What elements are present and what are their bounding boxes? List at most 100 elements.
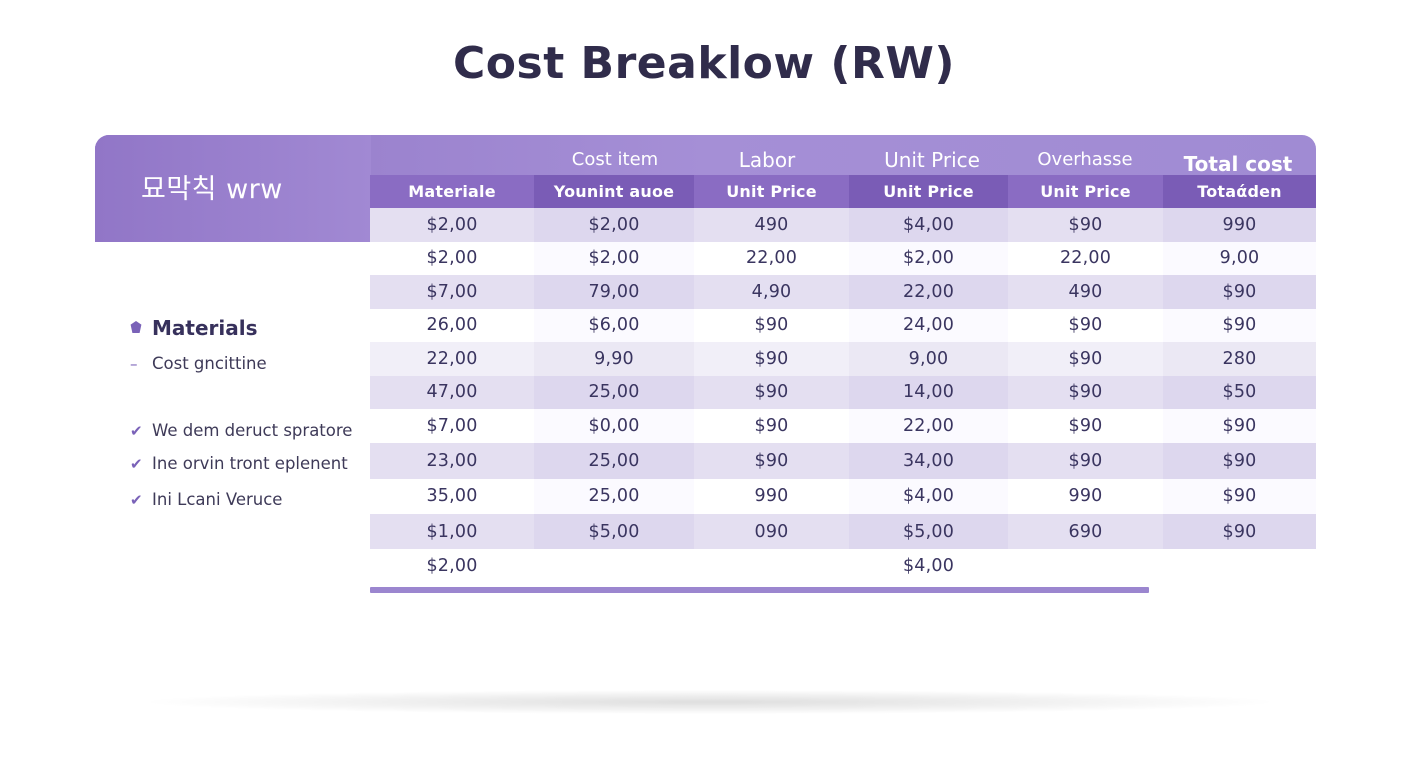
cost-card: 묘막칙 wrw Cost item Labor Unit Price Overh… xyxy=(95,135,1316,605)
check-icon: ✔ xyxy=(130,454,143,473)
table-cell: 990 xyxy=(694,478,849,514)
table-cell: $2,00 xyxy=(370,208,534,242)
table-cell: $1,00 xyxy=(370,514,534,549)
table-cell: 090 xyxy=(694,514,849,549)
column-header: Unit Price xyxy=(849,175,1008,209)
table-cell: $90 xyxy=(1008,409,1163,443)
table-cell: $90 xyxy=(1163,409,1316,443)
page-title: Cost Breaklow (RW) xyxy=(452,38,955,89)
table-cell: 22,00 xyxy=(370,342,534,376)
table-row: $2,00 $2,00 22,00 $2,00 22,00 9,00 xyxy=(370,241,1316,275)
dash-icon: – xyxy=(130,354,138,373)
table-cell: $7,00 xyxy=(370,275,534,309)
sidebar-heading: Materials xyxy=(130,316,258,340)
table-cell: 24,00 xyxy=(849,308,1008,342)
table-cell: $90 xyxy=(694,443,849,479)
table-cell: 25,00 xyxy=(534,443,694,479)
sidebar-item: ✔ We dem deruct spratore xyxy=(130,421,352,440)
table-cell: 690 xyxy=(1008,514,1163,549)
table-cell: 990 xyxy=(1163,208,1316,242)
table-cell: $90 xyxy=(694,342,849,376)
group-header-overhead: Overhasse xyxy=(1037,149,1133,170)
table-cell: 22,00 xyxy=(1008,241,1163,275)
table-cell: $90 xyxy=(1163,514,1316,549)
table-cell: $90 xyxy=(694,409,849,443)
table-cell xyxy=(1008,549,1163,583)
sidebar-item: – Cost gncittine xyxy=(130,354,267,373)
sidebar-item: ✔ Ine orvin tront eplenent xyxy=(130,454,348,473)
table-cell: $90 xyxy=(1008,208,1163,242)
table-cell: 9,00 xyxy=(849,342,1008,376)
sidebar-item-label: Cost gncittine xyxy=(152,354,267,373)
table-row: $2,00 $4,00 xyxy=(370,549,1316,583)
table-cell xyxy=(694,549,849,583)
table-row: 47,00 25,00 $90 14,00 $90 $50 xyxy=(370,375,1316,409)
header-band-left xyxy=(95,135,371,242)
group-header-cost-item: Cost item xyxy=(571,149,659,170)
table-cell: 22,00 xyxy=(849,409,1008,443)
table-cell: $5,00 xyxy=(534,514,694,549)
sidebar-heading-label: Materials xyxy=(152,316,258,340)
check-icon: ✔ xyxy=(130,421,143,440)
table-cell: 4,90 xyxy=(694,275,849,309)
table-cell xyxy=(534,549,694,583)
table-cell: 23,00 xyxy=(370,443,534,479)
column-header: Unit Price xyxy=(1008,175,1163,209)
table-cell xyxy=(1163,549,1316,583)
table-row: 23,00 25,00 $90 34,00 $90 $90 xyxy=(370,443,1316,479)
table-row: $7,00 $0,00 $90 22,00 $90 $90 xyxy=(370,409,1316,443)
table-cell: $4,00 xyxy=(849,478,1008,514)
table-cell: $90 xyxy=(1008,342,1163,376)
card-label: 묘막칙 wrw xyxy=(141,174,283,205)
table-cell: 14,00 xyxy=(849,375,1008,409)
table-cell: $90 xyxy=(1163,443,1316,479)
table-cell: $90 xyxy=(1163,308,1316,342)
table-cell: $2,00 xyxy=(849,241,1008,275)
table-cell: $5,00 xyxy=(849,514,1008,549)
cost-table: Materiale Younint auoe Unit Price Unit P… xyxy=(370,175,1316,209)
table-cell: 9,00 xyxy=(1163,241,1316,275)
table-cell: $0,00 xyxy=(534,409,694,443)
table-row: $1,00 $5,00 090 $5,00 690 $90 xyxy=(370,514,1316,549)
table-row: $7,00 79,00 4,90 22,00 490 $90 xyxy=(370,275,1316,309)
table-cell: 25,00 xyxy=(534,478,694,514)
table-row: 22,00 9,90 $90 9,00 $90 280 xyxy=(370,342,1316,376)
table-cell: 490 xyxy=(694,208,849,242)
table-cell: 22,00 xyxy=(694,241,849,275)
table-cell: 22,00 xyxy=(849,275,1008,309)
table-cell: $90 xyxy=(694,308,849,342)
table-cell: $50 xyxy=(1163,375,1316,409)
sidebar-item-label: Ine orvin tront eplenent xyxy=(152,454,348,473)
table-cell: $7,00 xyxy=(370,409,534,443)
table-body: $2,00 $2,00 490 $4,00 $90 990 $2,00 $2,00 22,00 $… xyxy=(370,208,1316,583)
table-cell: 34,00 xyxy=(849,443,1008,479)
column-header: Totaάden xyxy=(1163,175,1316,209)
table-cell: 9,90 xyxy=(534,342,694,376)
table-cell: 490 xyxy=(1008,275,1163,309)
table-cell: $2,00 xyxy=(370,241,534,275)
table-cell: 35,00 xyxy=(370,478,534,514)
column-header: Materiale xyxy=(370,175,534,209)
group-header-labor: Labor xyxy=(738,148,796,172)
table-subheader-row: Materiale Younint auoe Unit Price Unit P… xyxy=(370,175,1316,209)
group-header-unit-price: Unit Price xyxy=(884,148,980,172)
table-cell: $90 xyxy=(1163,275,1316,309)
table-row: $2,00 $2,00 490 $4,00 $90 990 xyxy=(370,208,1316,242)
table-cell: $2,00 xyxy=(370,549,534,583)
pentagon-bullet-icon xyxy=(130,319,148,337)
table-cell: $90 xyxy=(1008,308,1163,342)
table-cell: $90 xyxy=(1008,375,1163,409)
table-cell: $4,00 xyxy=(849,208,1008,242)
table-cell: 25,00 xyxy=(534,375,694,409)
check-icon: ✔ xyxy=(130,490,143,509)
table-cell: $2,00 xyxy=(534,208,694,242)
table-cell: $4,00 xyxy=(849,549,1008,583)
column-header: Unit Price xyxy=(694,175,849,209)
table-cell: 47,00 xyxy=(370,375,534,409)
sidebar-item-label: We dem deruct spratore xyxy=(152,421,353,440)
table-row: 35,00 25,00 990 $4,00 990 $90 xyxy=(370,478,1316,514)
group-header-total-cost: Total cost xyxy=(1183,152,1293,176)
table-cell: $90 xyxy=(1163,478,1316,514)
table-row: 26,00 $6,00 $90 24,00 $90 $90 xyxy=(370,308,1316,342)
table-cell: $6,00 xyxy=(534,308,694,342)
